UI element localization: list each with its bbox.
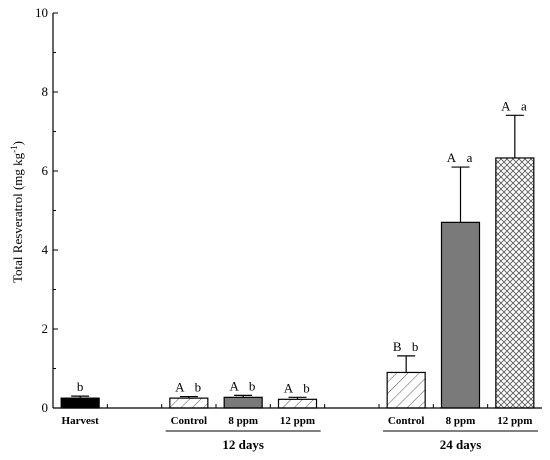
y-tick-label: 2 — [42, 321, 49, 336]
sig-upper-label: A — [229, 378, 239, 393]
category-label: Harvest — [62, 415, 100, 427]
sig-upper-label: A — [284, 380, 294, 395]
category-label: Control — [171, 415, 207, 427]
bars-layer — [60, 114, 535, 409]
bar — [223, 396, 263, 409]
y-tick-label: 10 — [35, 5, 48, 20]
group-label: 24 days — [440, 437, 482, 452]
category-label: Control — [388, 415, 424, 427]
sig-lower-label: b — [412, 339, 419, 354]
sig-upper-label: A — [501, 98, 511, 113]
group-label: 12 days — [222, 437, 264, 452]
y-tick-label: 6 — [42, 163, 49, 178]
sig-lower-label: b — [195, 380, 202, 395]
bar — [386, 371, 426, 409]
category-label: 8 ppm — [228, 415, 258, 427]
bar — [60, 397, 100, 409]
y-tick-label: 8 — [42, 84, 49, 99]
category-label: 8 ppm — [446, 415, 476, 427]
sig-upper-label: A — [175, 380, 185, 395]
y-axis-label: Total Resveratrol (mg kg-1) — [9, 141, 25, 283]
bar — [169, 397, 209, 409]
sig-lower-label: b — [303, 380, 310, 395]
category-label: 12 ppm — [497, 415, 532, 427]
sig-upper-label: A — [447, 150, 457, 165]
sig-lower-label: a — [467, 150, 473, 165]
y-tick-label: 0 — [42, 400, 49, 415]
sig-lower-label: b — [77, 379, 84, 394]
bar — [440, 221, 481, 409]
labels-layer: b Harvest A b Control A b 8 ppm A b 12 ppm B b Contro… — [62, 98, 538, 452]
sig-upper-label: B — [393, 339, 402, 354]
sig-lower-label: a — [521, 98, 527, 113]
sig-lower-label: b — [249, 378, 256, 393]
bar — [495, 157, 535, 409]
y-axis-ticks: 0 2 4 6 8 10 — [35, 5, 489, 415]
category-label: 12 ppm — [280, 415, 315, 427]
y-tick-label: 4 — [42, 242, 49, 257]
bar — [277, 398, 318, 409]
